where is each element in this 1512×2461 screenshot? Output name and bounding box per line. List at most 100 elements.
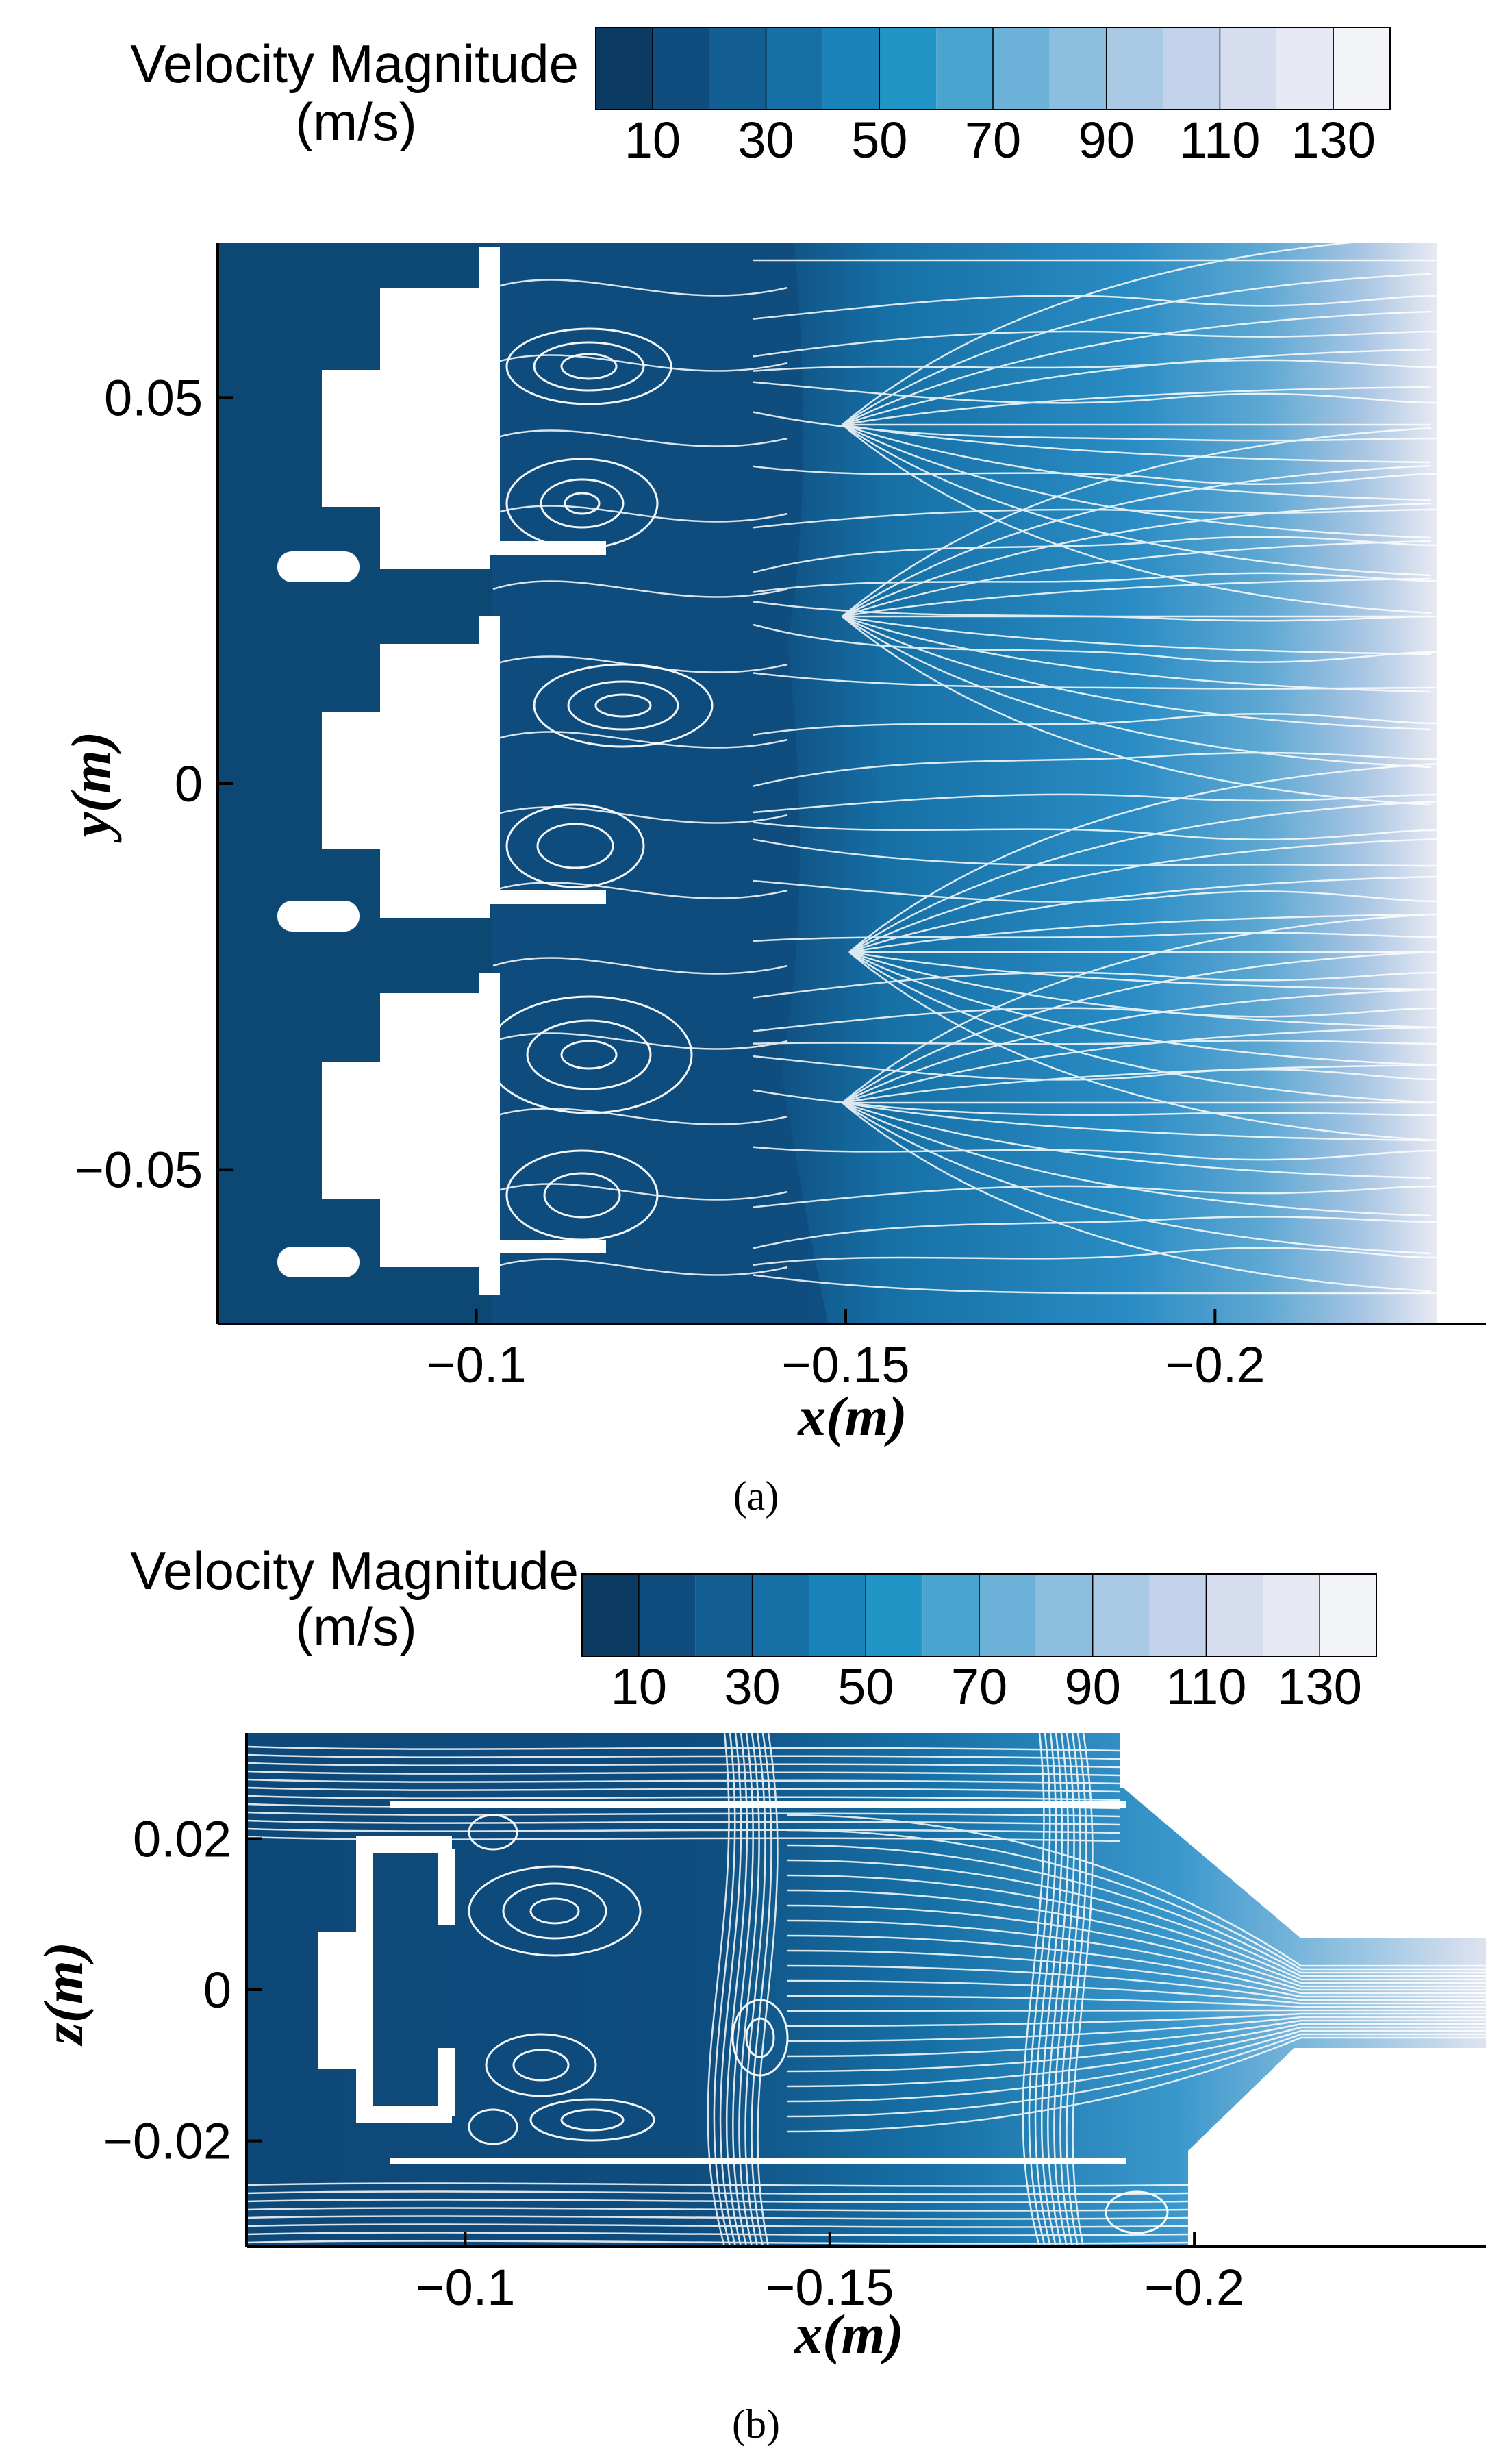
streamline [492, 806, 788, 824]
colorbar-swatch [1092, 1574, 1150, 1656]
streamline [842, 540, 1432, 618]
colorbar-tick-label: 30 [724, 1658, 780, 1715]
streamline [753, 623, 1437, 663]
streamline [787, 2019, 1486, 2058]
panel-a: Velocity Magnitude (m/s) 10 30 50 70 90 110 13… [60, 27, 1486, 1519]
streamline [1066, 1733, 1087, 2247]
streamline [1022, 1733, 1045, 2247]
streamline [1059, 1733, 1081, 2247]
streamline [492, 1032, 788, 1050]
streamline [753, 1146, 1437, 1161]
streamline [842, 615, 1432, 655]
colorbar-swatch [1035, 1574, 1093, 1656]
streamline [753, 1216, 1437, 1249]
y-axis-label: y(m) [60, 732, 122, 844]
streamline [753, 793, 1437, 814]
colorbar-tick-label: 10 [611, 1658, 667, 1715]
streamline [753, 1055, 1437, 1081]
streamline [247, 2207, 1189, 2212]
streamline [247, 2223, 1189, 2228]
y-tick-label: 0.02 [133, 1810, 231, 1867]
streamline [492, 1183, 788, 1201]
streamline [247, 1827, 1120, 1834]
streamline [753, 672, 1437, 690]
colorbar-tick-label: 130 [1291, 112, 1375, 168]
colorbar-tick-label: 10 [625, 112, 681, 168]
streamline [842, 1064, 1432, 1104]
colorbar-tick-labels: 10 30 50 70 90 110 130 [625, 112, 1376, 168]
colorbar-title-line1: Velocity Magnitude [130, 1540, 579, 1601]
streamline [1028, 1733, 1051, 2247]
velocity-field [247, 1733, 1486, 2247]
colorbar-swatch [879, 27, 937, 110]
streamline [492, 354, 788, 372]
streamline [842, 988, 1432, 1104]
streamline [842, 1101, 1432, 1179]
y-axis-label: z(m) [32, 1942, 94, 2047]
streamline [247, 1786, 1120, 1793]
streamline [492, 580, 788, 598]
streamline [753, 508, 1437, 529]
streamline [842, 502, 1432, 618]
colorbar [581, 1573, 1377, 1657]
streamline [1040, 1733, 1063, 2247]
streamline [247, 1803, 1120, 1810]
colorbar-tick-label: 90 [1065, 1658, 1121, 1715]
streamline [492, 655, 788, 673]
streamline [492, 882, 788, 899]
streamline [848, 951, 1437, 1142]
streamline [787, 1995, 1486, 2008]
streamline [753, 1089, 1437, 1116]
streamline [842, 1102, 1432, 1292]
streamline [753, 1185, 1437, 1208]
streamline [787, 1829, 1486, 1971]
streamline [842, 951, 1432, 1104]
streamline [848, 951, 1437, 1029]
recirculation-vortices [485, 327, 714, 1241]
streamline [753, 713, 1437, 736]
streamline [744, 1733, 766, 2247]
streamline [753, 751, 1437, 787]
colorbar [595, 27, 1391, 110]
colorbar-swatch [766, 27, 823, 110]
y-tick-label: 0 [203, 1962, 231, 2019]
colorbar-swatch [1320, 1574, 1376, 1656]
x-tick-label: −0.2 [1165, 1336, 1265, 1393]
colorbar-title-line2: (m/s) [295, 92, 417, 152]
streamline [848, 951, 1437, 991]
colorbar-swatch [596, 27, 653, 110]
streamline [1053, 1733, 1075, 2247]
colorbar-swatch [1163, 27, 1220, 110]
colorbar-swatch [936, 27, 993, 110]
streamline [848, 800, 1437, 953]
streamline [842, 273, 1432, 426]
streamline [848, 875, 1437, 953]
streamline [753, 1247, 1437, 1266]
streamline [492, 731, 788, 749]
streamline [787, 2029, 1486, 2103]
colorbar-swatch [809, 1574, 866, 1656]
streamline [753, 971, 1437, 999]
streamline [848, 913, 1437, 953]
streamline [842, 577, 1432, 618]
streamline [787, 2023, 1486, 2073]
colorbar-tick-label: 110 [1179, 112, 1260, 168]
x-axis-label: x(m) [797, 1385, 907, 1447]
colorbar-swatch [752, 1574, 809, 1656]
streamline [1047, 1733, 1069, 2247]
streamline [247, 2215, 1189, 2220]
streamline [787, 1889, 1486, 1984]
streamline [707, 1733, 730, 2247]
colorbar-swatch [1220, 27, 1277, 110]
x-axis-label: x(m) [794, 2303, 903, 2365]
colorbar-tick-label: 50 [851, 112, 907, 168]
panel-caption: (b) [732, 2401, 780, 2447]
streamline [787, 2026, 1486, 2088]
streamline [842, 616, 1432, 806]
streamline [842, 913, 1432, 1103]
streamline [848, 838, 1437, 953]
panel-b-svg: Velocity Magnitude (m/s) 10 30 50 70 90 110 13… [32, 1540, 1486, 2365]
streamline [247, 1811, 1120, 1818]
axis-ticks: −0.1 −0.15 −0.2 0.02 0 −0.02 [103, 1810, 1244, 2316]
colorbar-tick-label: 30 [738, 112, 794, 168]
